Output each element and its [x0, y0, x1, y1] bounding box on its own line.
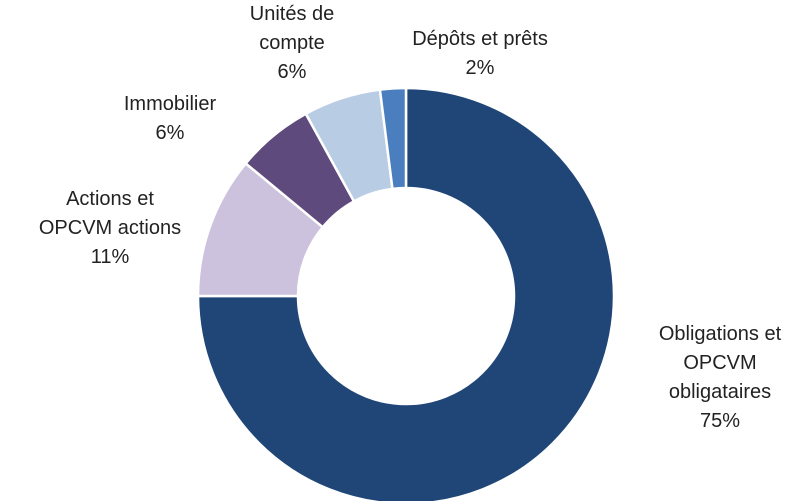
donut-slice [196, 86, 616, 501]
slice-label: Unités de compte [250, 3, 335, 54]
slice-value-label: 2% [466, 57, 495, 79]
slice-label: Immobilier [124, 93, 217, 115]
slice-label-line: Dépôts et prêts [412, 28, 548, 50]
slice-label: Obligations et OPCVM obligataires [659, 323, 782, 403]
slice-label-line: compte [259, 32, 325, 54]
slice-value-label: 11% [91, 246, 130, 268]
slice-label: Actions et OPCVM actions [39, 188, 181, 239]
slice-label-line: Immobilier [124, 93, 217, 115]
slice-label: Dépôts et prêts [412, 28, 548, 50]
slice-label-line: Obligations et [659, 323, 782, 345]
slice-label-line: obligataires [669, 381, 771, 403]
slice-value-label: 6% [278, 61, 307, 83]
slice-label-line: OPCVM [683, 352, 756, 374]
donut-slice [378, 86, 408, 191]
slice-label-line: Unités de [250, 3, 335, 25]
slice-label-line: Actions et [66, 188, 154, 210]
slice-label-line: OPCVM actions [39, 217, 181, 239]
slice-value-label: 75% [700, 410, 740, 432]
slice-value-label: 6% [156, 122, 185, 144]
